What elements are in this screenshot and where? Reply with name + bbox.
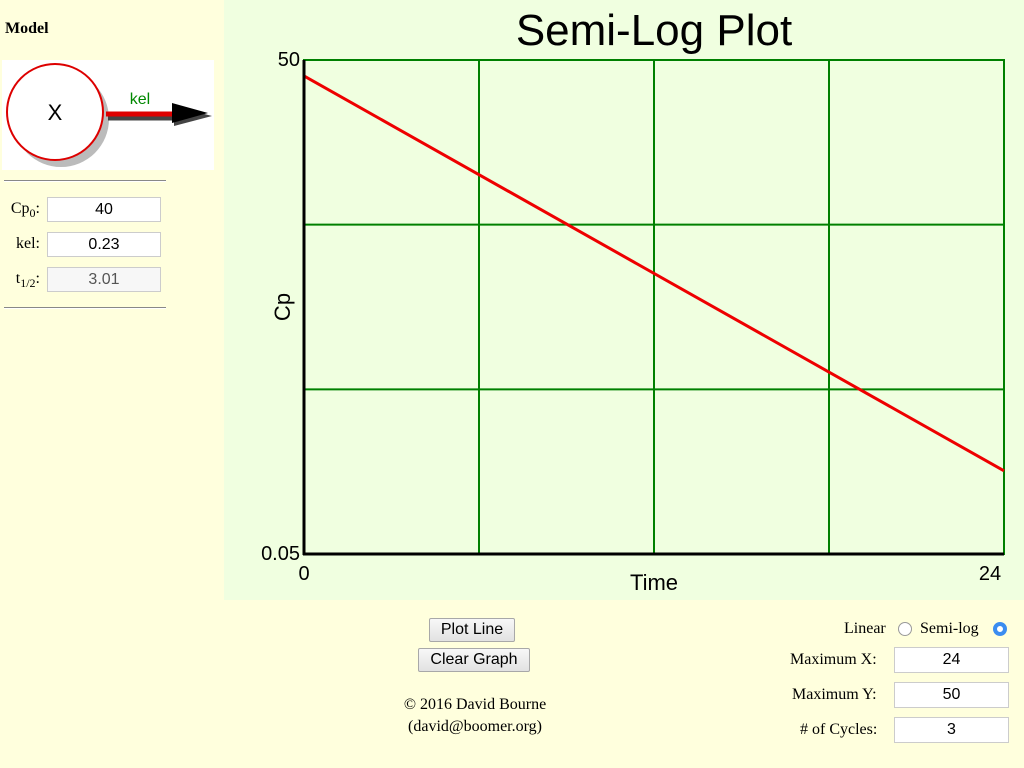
chart-title: Semi-Log Plot — [516, 6, 792, 55]
plot-panel: Semi-Log Plot 50 0.05 0 24 Time Cp — [224, 0, 1024, 600]
linear-label: Linear — [844, 620, 886, 637]
cycles-label: # of Cycles: — [800, 721, 878, 738]
semi-log-radio[interactable] — [993, 622, 1007, 636]
y-axis-label: Cp — [270, 293, 295, 321]
x-tick-label-max: 24 — [979, 563, 1001, 585]
y-tick-label-max: 50 — [278, 49, 300, 71]
copyright-line: © 2016 David Bourne — [403, 696, 547, 713]
max-x-label: Maximum X: — [790, 651, 877, 668]
cycles-input[interactable]: 3 — [894, 717, 1009, 743]
kel-input[interactable]: 0.23 — [47, 232, 161, 257]
clear-graph-button[interactable]: Clear Graph — [418, 648, 530, 672]
y-tick-label-min: 0.05 — [261, 543, 300, 565]
model-panel: Model X kel Cp0: 40 kel: 0.23 t1/2: 3.01 — [0, 0, 224, 768]
series-line — [303, 74, 1005, 473]
x-axis-label: Time — [630, 570, 678, 595]
cp0-label: Cp0: — [10, 200, 40, 221]
plot-line-button[interactable]: Plot Line — [429, 618, 515, 642]
arrow-label: kel — [130, 91, 150, 108]
semi-log-label: Semi-log — [920, 620, 979, 637]
half-life-output: 3.01 — [47, 267, 161, 292]
kel-label: kel: — [16, 235, 40, 252]
arrow-head-icon — [172, 103, 208, 123]
max-y-label: Maximum Y: — [792, 686, 877, 703]
compartment-circle — [6, 63, 104, 161]
max-x-input[interactable]: 24 — [894, 647, 1009, 673]
divider — [4, 307, 166, 309]
max-y-input[interactable]: 50 — [894, 682, 1009, 708]
linear-radio[interactable] — [898, 622, 912, 636]
compartment-label: X — [48, 100, 63, 125]
cp0-input[interactable]: 40 — [47, 197, 161, 222]
copyright: © 2016 David Bourne (david@boomer.org) — [380, 694, 570, 738]
half-life-label: t1/2: — [15, 270, 40, 291]
semi-log-chart: Semi-Log Plot 50 0.05 0 24 Time Cp — [261, 6, 1005, 595]
model-diagram: X kel — [2, 60, 214, 170]
model-title: Model — [5, 20, 49, 37]
x-tick-label-min: 0 — [298, 563, 309, 585]
divider — [4, 180, 166, 182]
author-email: (david@boomer.org) — [408, 718, 542, 735]
